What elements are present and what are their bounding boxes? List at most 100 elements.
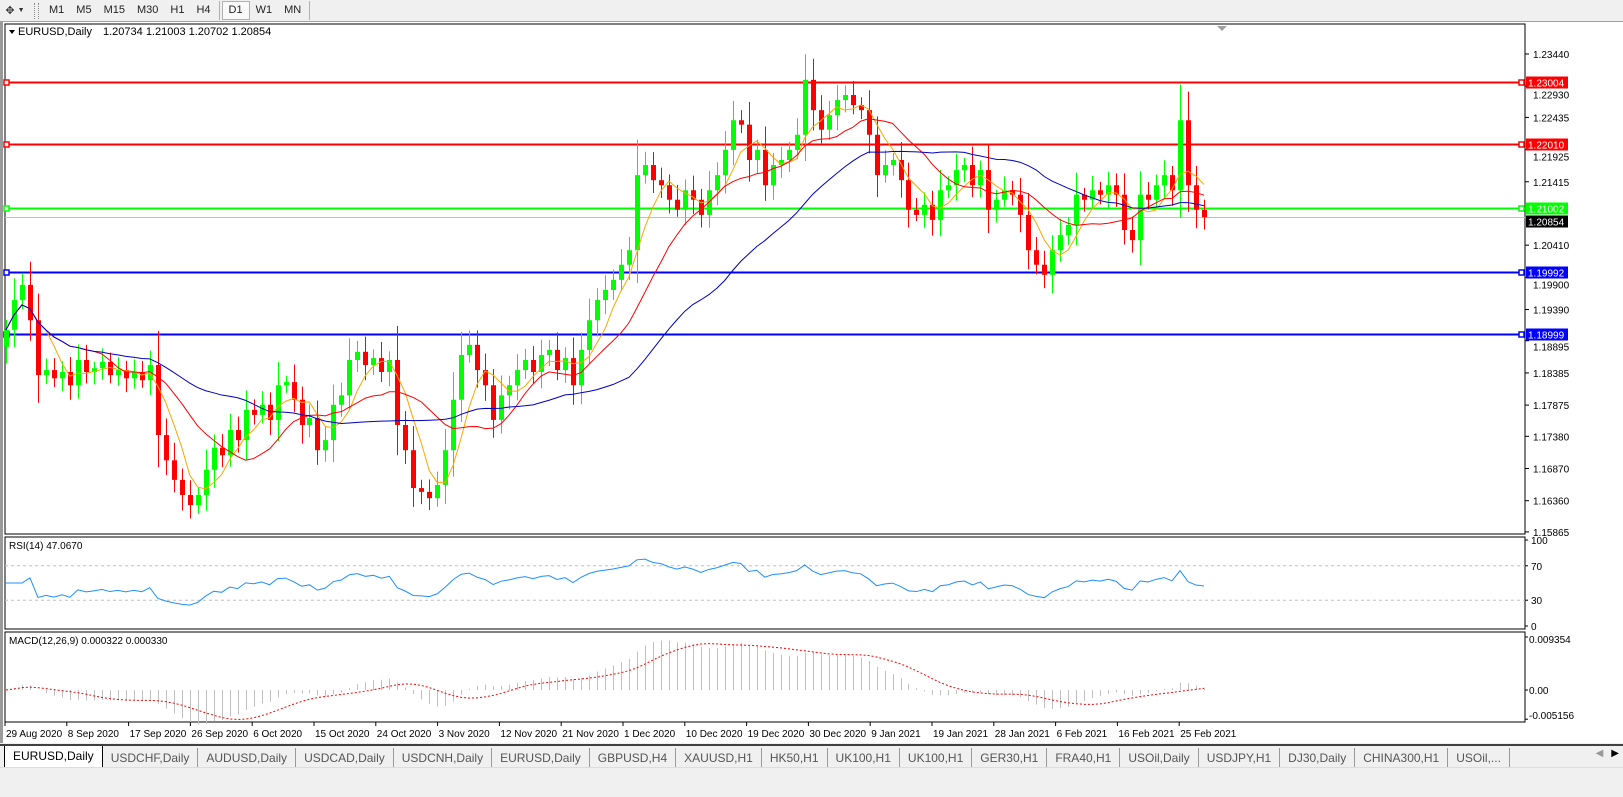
level-price-label-bg [1526,138,1568,151]
timeframe-mn[interactable]: MN [284,4,302,16]
tab-scroll-right-icon[interactable]: ▶ [1611,748,1619,759]
candle-bull [683,190,688,210]
candle-bear [875,134,880,176]
price-tick-label: 1.18895 [1533,343,1570,354]
level-handle-right [1518,205,1525,212]
candle-bear [300,399,305,425]
tab-gbpusd-h4[interactable]: GBPUSD,H4 [590,748,677,768]
tab-scroll-left-icon[interactable]: ◀ [1595,748,1604,759]
timeframe-m15[interactable]: M15 [103,4,125,16]
ma-fast-line [5,104,1205,490]
tab-ger30-h1[interactable]: GER30,H1 [972,748,1048,768]
date-label: 9 Jan 2021 [871,729,921,740]
tab-uk100-h1[interactable]: UK100,H1 [900,748,973,768]
timeframe-m30[interactable]: M30 [136,4,159,16]
candle-bear [84,359,89,372]
tab-usdcnh-daily[interactable]: USDCNH,Daily [394,748,493,768]
price-tick-label: 1.19390 [1533,306,1570,317]
candle-bull [827,115,832,130]
candle-bull [204,469,209,496]
timeframe-h4[interactable]: H4 [196,4,211,16]
tab-dj30-daily[interactable]: DJ30,Daily [1280,748,1356,768]
candle-bull [1138,194,1143,241]
candle-bear [739,120,744,125]
candle-bear [483,370,488,386]
candle-bear [411,450,416,489]
tab-usdcad-daily[interactable]: USDCAD,Daily [296,748,394,768]
timeframe-h1[interactable]: H1 [170,4,185,16]
tab-usoil-[interactable]: USOil,... [1448,748,1510,768]
tab-uk100-h1[interactable]: UK100,H1 [828,748,900,768]
toolbar-grip[interactable] [34,2,39,19]
price-tick-label: 1.18385 [1533,369,1570,380]
candle-bull [1090,190,1095,200]
price-tick-label: 1.22930 [1533,91,1570,102]
candle-bear [859,105,864,111]
candle-bull [547,349,552,355]
tab-usdchf-daily[interactable]: USDCHF,Daily [103,748,199,768]
candle-bear [747,124,752,160]
tab-hk50-h1[interactable]: HK50,H1 [762,748,828,768]
tab-fra40-h1[interactable]: FRA40,H1 [1047,748,1121,768]
price-tick-label: 1.21925 [1533,153,1570,164]
date-label: 12 Nov 2020 [500,729,557,740]
chart-window[interactable]: 1.23440 1.22930 1.22435 1.21925 1.21415 1.204… [0,22,1623,743]
line-tool-dropdown[interactable]: ✥ ▼ [0,1,30,21]
candle-bull [387,359,392,372]
candle-bear [292,382,297,400]
date-label: 29 Aug 2020 [6,729,63,740]
candle-bear [1034,250,1039,265]
candle-bull [4,329,9,347]
candle-bear [675,199,680,210]
tab-china300-h1[interactable]: CHINA300,H1 [1355,748,1449,768]
current-price-label-bg [1526,215,1568,228]
tab-eurusd-daily[interactable]: EURUSD,Daily [4,746,103,768]
timeframe-m1[interactable]: M1 [49,4,65,16]
chart-canvas[interactable]: 1.23440 1.22930 1.22435 1.21925 1.21415 1.204… [3,22,1623,743]
date-label: 8 Sep 2020 [68,729,120,740]
candle-bear [268,404,273,420]
candle-bull [44,370,49,376]
tab-xauusd-h1[interactable]: XAUUSD,H1 [676,748,762,768]
candle-bear [220,447,225,456]
candle-bull [755,149,760,160]
candle-bull [523,359,528,371]
candle-bull [962,165,967,171]
price-tick-label: 1.21415 [1533,178,1570,189]
chart-ohlc-values: 1.20734 1.21003 1.20702 1.20854 [103,26,271,38]
price-tick-label: 1.23440 [1533,50,1570,61]
candle-bull [1074,194,1079,225]
candle-bull [1178,120,1183,191]
candle-bull [1106,185,1111,195]
candle-bull [1154,185,1159,200]
date-label: 15 Oct 2020 [315,729,370,740]
candle-bull [347,359,352,396]
crosshair-tool-icon: ✥ [5,5,15,17]
date-label: 1 Dec 2020 [624,729,676,740]
candle-bull [1066,224,1071,236]
price-tick-label: 1.16870 [1533,465,1570,476]
candle-bull [611,279,616,290]
candle-bull [339,395,344,405]
price-tick-label: 1.16360 [1533,497,1570,508]
rsi-tick-label: 100 [1531,536,1548,547]
candle-bear [667,185,672,200]
candle-bull [435,484,440,499]
rsi-pane [4,536,1526,630]
candle-bull [954,170,959,186]
date-label: 24 Oct 2020 [377,729,432,740]
timeframe-m5[interactable]: M5 [76,4,92,16]
level-price-label: 1.19992 [1528,269,1565,280]
price-tick-label: 1.22435 [1533,113,1570,124]
tab-usdjpy-h1[interactable]: USDJPY,H1 [1199,748,1281,768]
candle-bull [1058,235,1063,251]
candle-bull [1162,175,1167,186]
timeframe-d1[interactable]: D1 [221,1,250,20]
tab-audusd-daily[interactable]: AUDUSD,Daily [198,748,297,768]
tab-usoil-daily[interactable]: USOil,Daily [1120,748,1199,768]
timeframe-w1[interactable]: W1 [255,4,273,16]
candle-bear [906,180,911,210]
candle-bear [1194,185,1199,210]
tab-eurusd-daily[interactable]: EURUSD,Daily [492,748,590,768]
candle-bull [20,284,25,301]
